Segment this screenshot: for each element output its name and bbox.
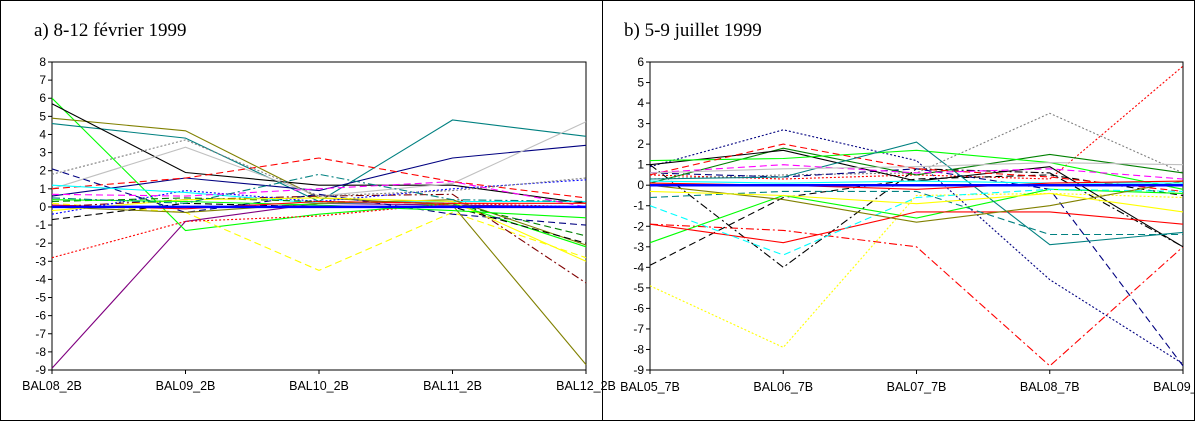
panel-a-y-tick-label: -1 — [35, 218, 46, 232]
panel-b-series-line — [649, 164, 1184, 180]
panel-a-series-line — [51, 173, 587, 204]
panel-b-y-tick-label: 4 — [637, 96, 644, 110]
panel-a-series-line — [51, 199, 587, 246]
panel-a-y-tick-label: 2 — [39, 164, 46, 178]
panel-a-series-line — [51, 197, 587, 262]
panel-b-y-tick-label: 2 — [637, 137, 644, 151]
panel-a-series-line — [51, 168, 587, 226]
panel-a-x-tick-label: BAL10_2B — [289, 379, 349, 393]
panel-b-series-line — [649, 147, 1184, 184]
panel-b-series-line — [649, 162, 1184, 174]
panel-a-plot-area — [51, 61, 587, 371]
panel-b-x-tick-label: BAL05_7B — [620, 380, 680, 394]
panel-a-x-tick-label: BAL12_2B — [556, 379, 616, 393]
panel-a-series-line — [51, 202, 587, 259]
panel-b-series-line — [649, 143, 1184, 192]
panel-a-y-tick-label: -6 — [35, 309, 46, 323]
panel-b-y-tick-label: -5 — [633, 281, 644, 295]
panel-a-y-tick-label: 5 — [39, 109, 46, 123]
panel-b-series-line — [649, 188, 1184, 256]
panel-b-y-tick-label: -8 — [633, 342, 644, 356]
panel-b-y-tick-label: 0 — [637, 178, 644, 192]
panel-b-series-line — [649, 223, 1184, 367]
panel-a-x-tick-label: BAL08_2B — [22, 379, 82, 393]
panel-a-series-line — [51, 199, 587, 219]
panel-a-y-tick-label: 0 — [39, 200, 46, 214]
panel-b-series-line — [649, 211, 1184, 244]
panel-b-series-line — [649, 180, 1183, 184]
panel-a-y-tick-label: -3 — [35, 254, 46, 268]
panel-b-series-line — [649, 192, 1184, 349]
panel-b-y-tick-label: 1 — [637, 158, 644, 172]
panel-b-series-line — [649, 190, 1183, 236]
panel-a-title: a) 8-12 février 1999 — [34, 20, 186, 41]
panel-b-y-tick-label: 5 — [637, 76, 644, 90]
panel-a-series-line — [51, 139, 587, 197]
panel-a-series-line — [51, 157, 587, 199]
panel-b-plot-area — [649, 61, 1184, 371]
panel-b-y-tick-label: -2 — [633, 219, 644, 233]
panel-a-y-tick-label: -4 — [35, 272, 46, 286]
panel-b-y-tick-label: 3 — [637, 117, 644, 131]
panel-b-chart: 6 5 4 3 2 1 0 -1 -2 -3 -4 -5 -6 -7 -8 -9 BAL05_7B BAL06_7… — [620, 55, 1195, 394]
panel-b-title: b) 5-9 juillet 1999 — [624, 20, 762, 41]
panel-b-x-tick-label: BAL09_7B — [1153, 380, 1195, 394]
panel-a-y-tick-label: -2 — [35, 236, 46, 250]
panel-a-y-tick-label: -7 — [35, 327, 46, 341]
panel-a-y-tick-label: -5 — [35, 291, 46, 305]
panel-b-y-tick-label: -3 — [633, 240, 644, 254]
panel-a-series-line — [51, 193, 587, 284]
panel-a-y-tick-label: 7 — [39, 73, 46, 87]
panel-a-y-tick-label: -9 — [35, 363, 46, 377]
panel-b-series-line — [649, 149, 1184, 190]
panel-b-y-tick-label: 6 — [637, 55, 644, 69]
panel-b-series-line — [649, 188, 1184, 244]
panel-b-series-line — [649, 129, 1184, 365]
panel-b-y-tick-label: -6 — [633, 301, 644, 315]
panel-b-y-tick-label: -4 — [633, 260, 644, 274]
panel-b-series-line — [649, 180, 1184, 223]
panel-a-y-tick-label: 8 — [39, 55, 46, 69]
panel-a-y-tick-label: -8 — [35, 345, 46, 359]
panel-b-y-tick-label: -1 — [633, 199, 644, 213]
panel-a-y-tick-label: 4 — [39, 127, 46, 141]
panel-b-series-line — [649, 112, 1184, 180]
panel-a-y-tick-label: 3 — [39, 146, 46, 160]
panel-b-series-line — [649, 141, 1184, 246]
panel-a-series-line — [51, 202, 587, 271]
panel-b-series-line — [649, 174, 1184, 266]
panel-b-y-tick-label: -9 — [633, 363, 644, 377]
panel-a-y-tick-label: 1 — [39, 182, 46, 196]
panel-a-series-line — [51, 181, 587, 208]
panel-b-series-line — [649, 168, 1184, 367]
panel-a-y-tick-label: 6 — [39, 91, 46, 105]
panel-b-series-line — [649, 190, 1184, 213]
panel-b-x-tick-label: BAL06_7B — [753, 380, 813, 394]
panel-b-x-tick-label: BAL08_7B — [1020, 380, 1080, 394]
panel-a-series-line — [51, 144, 587, 197]
panel-a-chart: 8 7 6 5 4 3 2 1 0 -1 -2 -3 -4 -5 -6 -7 -8 -9 BAL08_2B BAL09… — [22, 55, 616, 393]
panel-a-series-line — [51, 103, 587, 204]
panel-a-x-tick-label: BAL11_2B — [423, 379, 482, 393]
panel-b-y-tick-label: -7 — [633, 322, 644, 336]
panel-a-x-tick-label: BAL09_2B — [156, 379, 216, 393]
panel-b-x-tick-label: BAL07_7B — [887, 380, 947, 394]
